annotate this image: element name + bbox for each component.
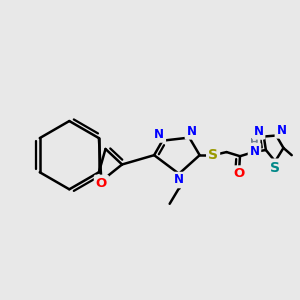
Text: H: H [250, 138, 259, 148]
Text: N: N [250, 145, 260, 158]
Text: O: O [96, 177, 107, 190]
Text: O: O [233, 167, 244, 180]
Text: S: S [270, 160, 280, 175]
Text: N: N [154, 128, 164, 141]
Text: S: S [208, 148, 218, 162]
Text: N: N [174, 173, 184, 187]
Text: N: N [254, 125, 264, 138]
Text: N: N [276, 124, 286, 137]
Text: N: N [186, 125, 197, 138]
